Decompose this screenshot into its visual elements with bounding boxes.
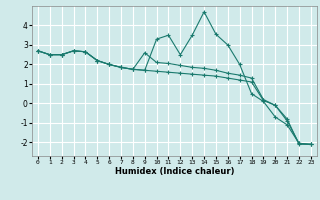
X-axis label: Humidex (Indice chaleur): Humidex (Indice chaleur) bbox=[115, 167, 234, 176]
